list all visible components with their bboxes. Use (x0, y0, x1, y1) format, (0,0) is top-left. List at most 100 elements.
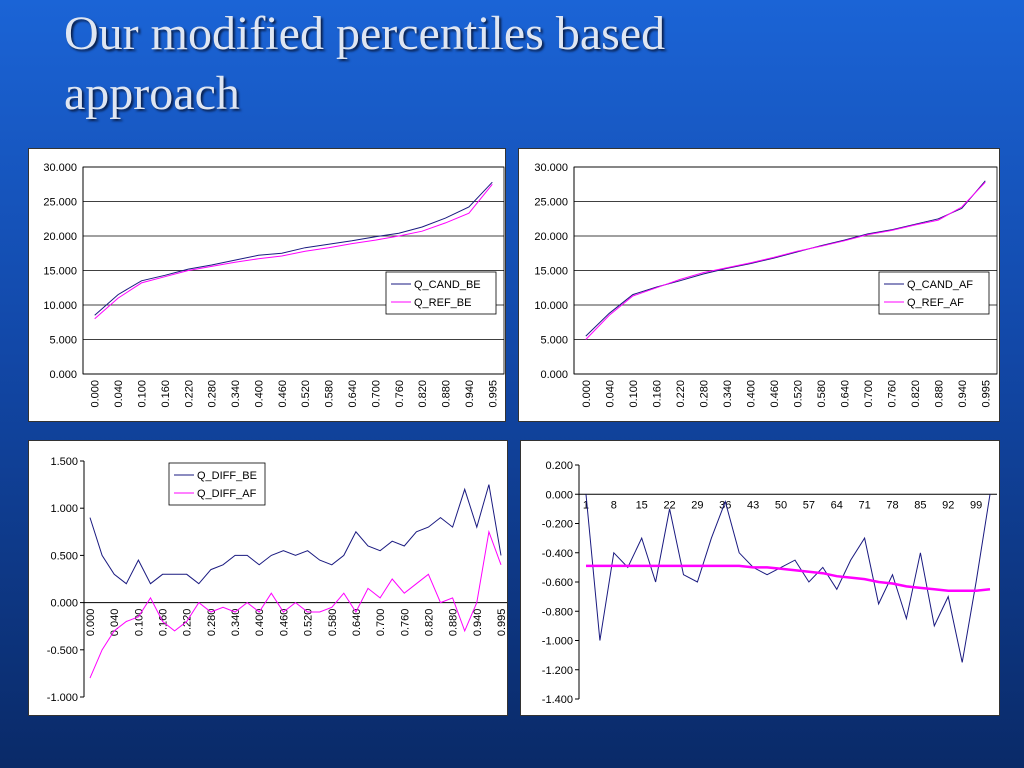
x-tick-label: 0.340 (230, 609, 242, 637)
x-tick-label: 0.340 (230, 380, 242, 408)
x-tick-label: 0.995 (496, 609, 507, 637)
y-tick-label: 0.000 (49, 369, 77, 381)
y-tick-label: 0.000 (50, 598, 78, 610)
data-line (585, 494, 991, 663)
legend-label: Q_DIFF_AF (197, 488, 257, 500)
y-tick-label: 0.500 (50, 550, 78, 562)
x-tick-label: 0.760 (394, 380, 406, 408)
y-tick-label: -0.800 (542, 606, 573, 618)
y-tick-label: -1.000 (47, 692, 78, 704)
x-tick-label: 0.460 (277, 380, 289, 408)
x-tick-label: 0.280 (206, 609, 218, 637)
legend-label: Q_CAND_AF (907, 279, 973, 291)
plot-border (82, 166, 505, 375)
y-tick-label: 10.000 (534, 300, 568, 312)
x-tick-label: 64 (831, 499, 843, 511)
data-line (585, 180, 986, 337)
y-tick-label: -0.200 (542, 519, 573, 531)
legend-label: Q_REF_AF (907, 297, 964, 309)
chart: -1.000 -0.500 0.000 0.500 1.000 1.500 0.000 0.0… (47, 456, 508, 704)
x-tick-label: 0.400 (254, 609, 266, 637)
data-line (89, 484, 502, 585)
x-tick-label: 92 (942, 499, 954, 511)
y-tick-label: 5.000 (540, 335, 568, 347)
x-tick-label: 1 (583, 499, 589, 511)
x-tick-label: 0.820 (423, 609, 435, 637)
chart-panel: 0.000 5.000 10.000 15.000 20.000 25.000 30.000… (28, 148, 506, 422)
x-tick-label: 0.160 (651, 380, 663, 408)
y-tick-label: -1.400 (542, 694, 573, 706)
data-line (89, 529, 502, 679)
x-tick-label: 0.100 (133, 609, 145, 637)
x-tick-label: 99 (970, 499, 982, 511)
y-tick-label: 0.000 (540, 369, 568, 381)
legend-box (385, 271, 497, 315)
legend-label: Q_DIFF_BE (197, 470, 257, 482)
data-line (586, 564, 991, 593)
y-tick-label: 20.000 (534, 231, 568, 243)
y-tick-label: 1.500 (50, 456, 78, 468)
x-tick-label: 0.040 (113, 380, 125, 408)
x-tick-label: 0.000 (581, 380, 593, 408)
y-tick-label: 0.200 (545, 460, 573, 472)
x-tick-label: 0.460 (278, 609, 290, 637)
x-tick-label: 0.640 (351, 609, 363, 637)
x-tick-label: 0.000 (85, 609, 97, 637)
x-tick-label: 0.880 (933, 380, 945, 408)
x-tick-label: 0.160 (160, 380, 172, 408)
x-tick-label: 0.820 (417, 380, 429, 408)
legend-box (168, 462, 266, 506)
y-tick-label: 30.000 (43, 162, 77, 174)
data-line (94, 183, 493, 320)
y-tick-label: 15.000 (534, 266, 568, 278)
x-tick-label: 0.995 (980, 380, 992, 408)
x-tick-label: 50 (775, 499, 787, 511)
x-tick-label: 0.940 (957, 380, 969, 408)
x-tick-label: 0.820 (910, 380, 922, 408)
x-tick-label: 0.580 (324, 380, 336, 408)
y-tick-label: -0.500 (47, 645, 78, 657)
x-tick-label: 0.580 (327, 609, 339, 637)
legend-label: Q_CAND_BE (414, 279, 481, 291)
x-tick-label: 0.640 (347, 380, 359, 408)
legend-label: Q_REF_BE (414, 297, 471, 309)
x-tick-label: 0.880 (448, 609, 460, 637)
chart-panel: 0.000 5.000 10.000 15.000 20.000 25.000 30.000… (518, 148, 1000, 422)
x-tick-label: 0.100 (136, 380, 148, 408)
x-tick-label: 0.460 (769, 380, 781, 408)
x-tick-label: 0.700 (863, 380, 875, 408)
y-tick-label: 25.000 (43, 197, 77, 209)
x-tick-label: 0.400 (745, 380, 757, 408)
x-tick-label: 0.220 (675, 380, 687, 408)
data-line (585, 181, 986, 340)
x-tick-label: 0.280 (698, 380, 710, 408)
y-tick-label: 0.000 (545, 489, 573, 501)
x-tick-label: 8 (611, 499, 617, 511)
x-tick-label: 0.940 (472, 609, 484, 637)
x-tick-label: 0.640 (839, 380, 851, 408)
x-tick-label: 22 (663, 499, 675, 511)
x-tick-label: 43 (747, 499, 759, 511)
x-tick-label: 0.000 (90, 380, 102, 408)
y-tick-label: 15.000 (43, 266, 77, 278)
y-tick-label: -1.200 (542, 665, 573, 677)
x-tick-label: 0.580 (816, 380, 828, 408)
y-tick-label: -1.000 (542, 636, 573, 648)
x-tick-label: 57 (803, 499, 815, 511)
x-tick-label: 0.760 (399, 609, 411, 637)
y-tick-label: 5.000 (49, 335, 77, 347)
x-tick-label: 71 (859, 499, 871, 511)
x-tick-label: 0.040 (604, 380, 616, 408)
chart: 0.000 5.000 10.000 15.000 20.000 25.000 30.000… (43, 162, 505, 408)
chart-panel: -1.000 -0.500 0.000 0.500 1.000 1.500 0.000 0.0… (28, 440, 508, 716)
legend-box (878, 271, 990, 315)
plot-border (573, 166, 998, 375)
y-tick-label: 10.000 (43, 300, 77, 312)
y-tick-label: -0.400 (542, 548, 573, 560)
x-tick-label: 29 (691, 499, 703, 511)
x-tick-label: 0.040 (109, 609, 121, 637)
x-tick-label: 0.700 (375, 609, 387, 637)
slide-title: Our modified percentiles based approach (64, 7, 666, 120)
y-tick-label: 30.000 (534, 162, 568, 174)
